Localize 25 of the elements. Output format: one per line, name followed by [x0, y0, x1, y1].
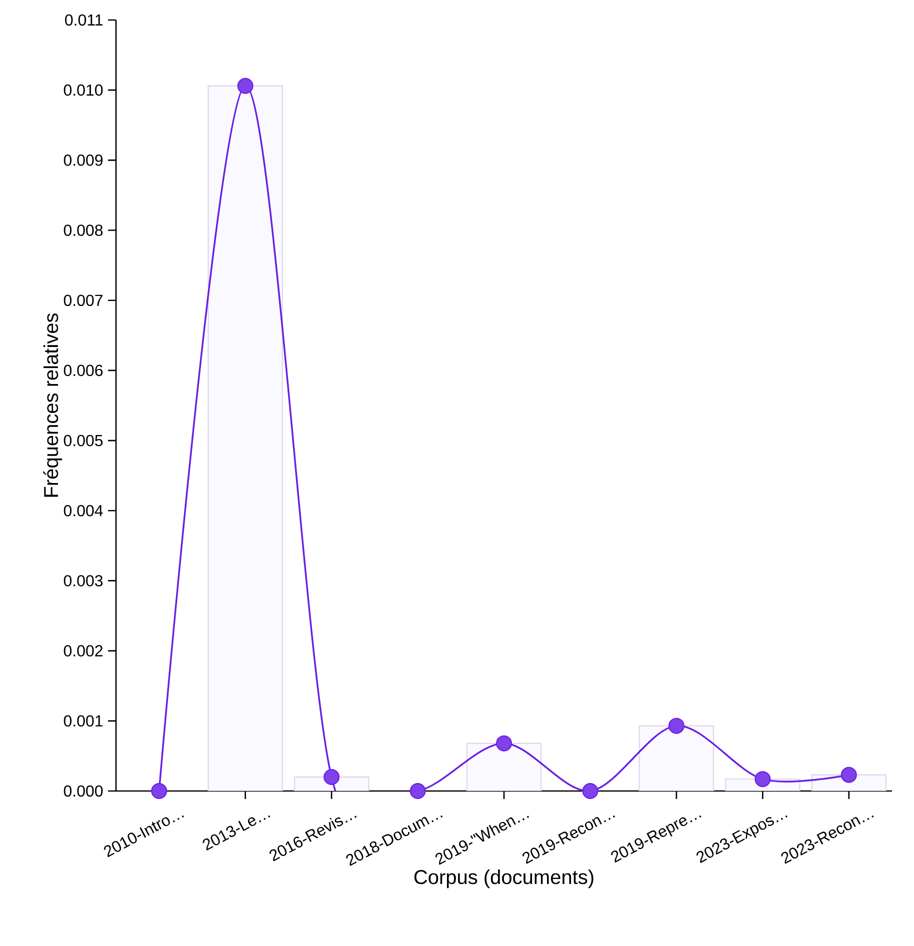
- y-tick-label: 0.000: [64, 785, 103, 797]
- point: [840, 766, 857, 783]
- point: [324, 768, 340, 785]
- y-tick-label: 0.004: [64, 504, 103, 516]
- point: [582, 782, 598, 799]
- point: [237, 78, 254, 94]
- y-tick-label: 0.008: [64, 224, 103, 236]
- y-tick-label: 0.002: [64, 645, 102, 656]
- point: [151, 782, 168, 799]
- bar: [208, 85, 284, 791]
- bar: [638, 725, 714, 791]
- y-tick-label: 0.005: [64, 434, 103, 446]
- y-tick-label: 0.001: [64, 715, 102, 727]
- y-tick-label: 0.006: [64, 364, 103, 376]
- y-axis-title: Fréquences relatives: [43, 313, 62, 497]
- y-tick-label: 0.010: [64, 84, 103, 96]
- point: [668, 718, 684, 734]
- bar: [466, 742, 542, 791]
- point: [496, 735, 512, 752]
- point: [410, 782, 426, 799]
- y-tick-label: 0.011: [65, 14, 102, 26]
- x-axis-title: Corpus (documents): [414, 869, 594, 888]
- y-tick-label: 0.009: [64, 154, 103, 166]
- y-tick-label: 0.007: [64, 294, 102, 306]
- y-tick-label: 0.003: [64, 575, 103, 586]
